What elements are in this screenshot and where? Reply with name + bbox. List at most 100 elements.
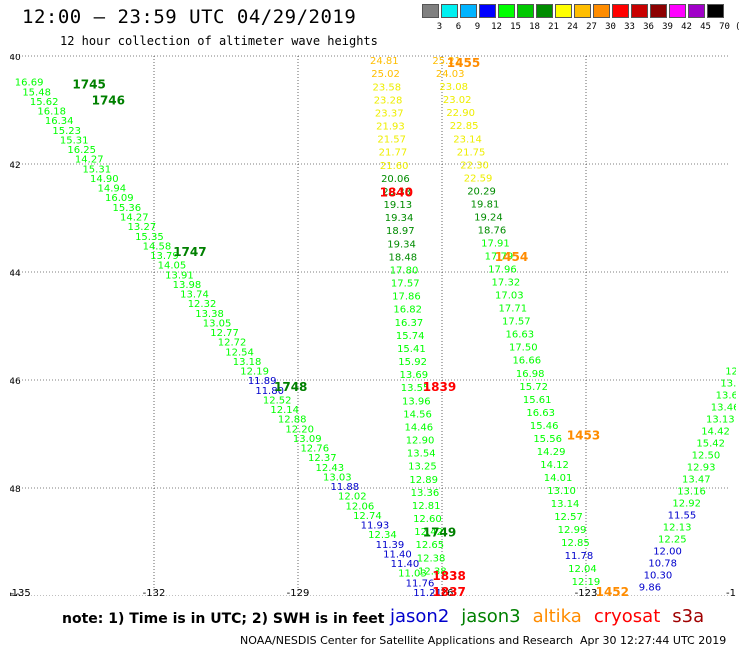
swh-value: 14.90 <box>90 174 119 185</box>
swh-value: 23.14 <box>453 134 482 145</box>
swh-value: 18.76 <box>478 225 507 236</box>
scale-label: 45 <box>700 22 711 32</box>
scale-label: 30 <box>605 22 616 32</box>
swh-value: 12.13 <box>663 523 692 534</box>
swh-value: 11.55 <box>668 511 697 522</box>
swh-value: 17.03 <box>495 291 524 302</box>
y-tick-label: -44 <box>10 269 21 279</box>
scale-swatch <box>517 4 534 18</box>
y-tick-label: -50 <box>10 593 21 596</box>
x-tick-label: -132 <box>143 588 166 596</box>
swh-value: 13.74 <box>180 290 209 301</box>
swh-value: 13.13 <box>706 415 735 426</box>
legend-entry: cryosat <box>593 606 661 627</box>
time-label: 1454 <box>495 250 528 264</box>
swh-value: 12.57 <box>554 512 583 523</box>
scale-label: 42 <box>681 22 692 32</box>
time-label: 1839 <box>423 380 456 394</box>
swh-value: 11.40 <box>391 559 420 570</box>
swh-value: 21.57 <box>377 135 406 146</box>
swh-value: 20.29 <box>467 186 496 197</box>
scale-label: 12 <box>491 22 502 32</box>
swh-value: 16.18 <box>37 107 66 118</box>
y-tick-label: -42 <box>10 161 21 171</box>
swh-value: 14.12 <box>540 460 569 471</box>
swh-value: 13.69 <box>400 370 429 381</box>
swh-value: 16.25 <box>67 145 96 156</box>
swh-value: 13.38 <box>195 309 224 320</box>
swh-value: 11.76 <box>406 578 435 589</box>
swh-value: 15.36 <box>113 203 142 214</box>
swh-value: 13.60 <box>716 391 736 402</box>
scale-label: 3 <box>436 22 443 32</box>
time-label: 1748 <box>274 380 307 394</box>
swh-value: 21.93 <box>376 122 405 133</box>
scale-label: 6 <box>455 22 462 32</box>
scale-swatch <box>707 4 724 18</box>
swh-value: 13.10 <box>547 486 576 497</box>
swh-value: 17.32 <box>492 278 521 289</box>
swh-value: 19.34 <box>385 213 414 224</box>
swh-value: 13.09 <box>293 434 322 445</box>
swh-value: 15.62 <box>30 97 59 108</box>
swh-value: 12.04 <box>568 564 597 575</box>
swh-value: 12.20 <box>285 424 314 435</box>
swh-value: 15.31 <box>60 135 89 146</box>
swh-value: 11.93 <box>361 521 390 532</box>
generated-timestamp: Apr 30 12:27:44 UTC 2019 <box>580 634 727 647</box>
swh-value: 9.86 <box>639 583 661 594</box>
swh-value: 17.80 <box>390 265 419 276</box>
swh-value: 11.40 <box>383 549 412 560</box>
swh-value: 23.58 <box>372 82 401 93</box>
swh-value: 14.94 <box>97 184 126 195</box>
scale-swatch <box>422 4 439 18</box>
time-label: 1455 <box>447 56 480 70</box>
swh-value: 16.09 <box>105 193 134 204</box>
y-tick-label: -46 <box>10 377 21 387</box>
swh-value: 11.39 <box>376 540 405 551</box>
swh-value: 13.14 <box>551 499 580 510</box>
swh-value: 23.08 <box>439 82 468 93</box>
swh-value: 13.27 <box>128 222 157 233</box>
swh-value: 14.29 <box>537 447 566 458</box>
scale-swatch <box>669 4 686 18</box>
swh-value: 25.02 <box>371 69 400 80</box>
swh-value: 16.82 <box>393 305 422 316</box>
footnote: note: 1) Time is in UTC; 2) SWH is in fe… <box>62 611 385 627</box>
swh-value: 15.74 <box>396 331 425 342</box>
swh-value: 12.85 <box>561 538 590 549</box>
scale-label: 18 <box>529 22 540 32</box>
swh-value: 12.76 <box>300 444 329 455</box>
swh-value: 11.21 <box>413 588 442 596</box>
swh-value: 14.46 <box>404 422 433 433</box>
legend-entry: jason2 <box>390 606 450 627</box>
swh-value: 21.75 <box>457 147 486 158</box>
swh-value: 13.98 <box>173 280 202 291</box>
swh-value: 12.74 <box>353 511 382 522</box>
swh-value: 13.16 <box>677 487 706 498</box>
swh-value: 17.57 <box>391 279 420 290</box>
swh-value: 12.99 <box>558 525 587 536</box>
x-tick-label: -126 <box>431 588 454 596</box>
altimeter-plot: -40 -42 -44 -46 -48 -50 -132 -129 -126 -123 -135 -1… <box>10 54 736 596</box>
swh-value: 12.89 <box>409 475 438 486</box>
scale-label: 39 <box>662 22 673 32</box>
swh-value: 12.77 <box>210 328 239 339</box>
time-label: 1837 <box>432 585 465 596</box>
y-tick-label: -48 <box>10 485 21 495</box>
swh-value: 14.58 <box>143 241 172 252</box>
swh-value: 12.72 <box>218 338 247 349</box>
swh-value: 19.81 <box>471 199 500 210</box>
swh-value: 13.36 <box>411 488 440 499</box>
swh-value: 22.59 <box>464 173 493 184</box>
swh-value: 17.79 <box>485 252 514 263</box>
swh-value: 12.88 <box>278 415 307 426</box>
time-label: 1453 <box>567 428 600 442</box>
swh-value: 12.93 <box>687 463 716 474</box>
swh-value: 12.42 <box>414 527 443 538</box>
swh-value: 24.03 <box>436 69 465 80</box>
swh-value: 13.55 <box>401 383 430 394</box>
swh-value: 12.65 <box>416 540 445 551</box>
swh-value: 16.63 <box>526 408 555 419</box>
chart-title: 12:00 – 23:59 UTC 04/29/2019 <box>22 6 357 28</box>
